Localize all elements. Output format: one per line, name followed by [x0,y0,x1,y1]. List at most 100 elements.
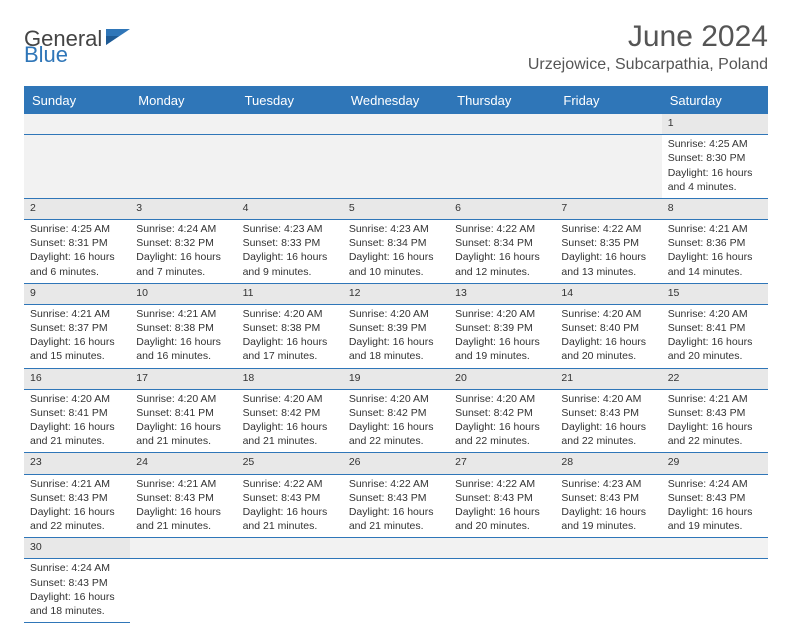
sunset-line: Sunset: 8:42 PM [349,407,427,419]
day-number-cell: 6 [449,198,555,219]
sunrise-line: Sunrise: 4:23 AM [561,478,641,490]
empty-cell [662,559,768,623]
sunset-line: Sunset: 8:43 PM [349,492,427,504]
sunset-line: Sunset: 8:39 PM [455,322,533,334]
weekday-header: Saturday [662,87,768,114]
daylight-line: Daylight: 16 hours and 18 minutes. [30,591,115,617]
sunset-line: Sunset: 8:43 PM [668,407,746,419]
day-number-cell [555,114,661,135]
day-number-cell [343,538,449,559]
day-cell: Sunrise: 4:23 AMSunset: 8:33 PMDaylight:… [237,220,343,284]
daylight-line: Daylight: 16 hours and 22 minutes. [349,421,434,447]
day-cell: Sunrise: 4:20 AMSunset: 8:41 PMDaylight:… [24,389,130,453]
weekday-header: Sunday [24,87,130,114]
sunrise-line: Sunrise: 4:22 AM [455,223,535,235]
sunset-line: Sunset: 8:34 PM [349,237,427,249]
sunrise-line: Sunrise: 4:20 AM [243,308,323,320]
weekday-header: Tuesday [237,87,343,114]
day-number-row: 2345678 [24,198,768,219]
sunrise-line: Sunrise: 4:20 AM [30,393,110,405]
day-number-cell: 29 [662,453,768,474]
daylight-line: Daylight: 16 hours and 13 minutes. [561,251,646,277]
daylight-line: Daylight: 16 hours and 22 minutes. [455,421,540,447]
day-cell: Sunrise: 4:20 AMSunset: 8:38 PMDaylight:… [237,304,343,368]
weekday-header: Friday [555,87,661,114]
sunrise-line: Sunrise: 4:20 AM [349,393,429,405]
day-cell: Sunrise: 4:21 AMSunset: 8:43 PMDaylight:… [662,389,768,453]
weekday-header-row: Sunday Monday Tuesday Wednesday Thursday… [24,87,768,114]
day-content-row: Sunrise: 4:21 AM Sunset: 8:43 PM Daylight:… [24,474,768,538]
daylight-line: Daylight: 16 hours and 21 minutes. [243,421,328,447]
day-number-cell [237,538,343,559]
day-number-row: 23242526272829 [24,453,768,474]
day-cell: Sunrise: 4:23 AMSunset: 8:43 PMDaylight:… [555,474,661,538]
weekday-header: Wednesday [343,87,449,114]
day-cell: Sunrise: 4:20 AMSunset: 8:39 PMDaylight:… [449,304,555,368]
sunrise-line: Sunrise: 4:20 AM [243,393,323,405]
day-number-cell: 26 [343,453,449,474]
sunset-line: Sunset: 8:37 PM [30,322,108,334]
day-number-cell [662,538,768,559]
daylight-line: Daylight: 16 hours and 20 minutes. [455,506,540,532]
sunrise-line: Sunrise: 4:22 AM [243,478,323,490]
daylight-line: Daylight: 16 hours and 15 minutes. [30,336,115,362]
sunset-line: Sunset: 8:42 PM [243,407,321,419]
day-number-cell: 30 [24,538,130,559]
day-cell: Sunrise: 4:22 AMSunset: 8:43 PMDaylight:… [343,474,449,538]
day-number-cell: 22 [662,368,768,389]
day-number-cell [237,114,343,135]
sunset-line: Sunset: 8:30 PM [668,152,746,164]
daylight-line: Daylight: 16 hours and 21 minutes. [136,506,221,532]
sunset-line: Sunset: 8:43 PM [243,492,321,504]
daylight-line: Daylight: 16 hours and 16 minutes. [136,336,221,362]
calendar-page: General June 2024 Urzejowice, Subcarpath… [0,0,792,643]
day-number-cell: 5 [343,198,449,219]
empty-cell [449,559,555,623]
daylight-line: Daylight: 16 hours and 22 minutes. [561,421,646,447]
day-number-cell: 10 [130,283,236,304]
empty-cell [237,135,343,199]
sunset-line: Sunset: 8:43 PM [561,407,639,419]
day-number-cell: 9 [24,283,130,304]
daylight-line: Daylight: 16 hours and 20 minutes. [561,336,646,362]
sunrise-line: Sunrise: 4:21 AM [668,223,748,235]
daylight-line: Daylight: 16 hours and 20 minutes. [668,336,753,362]
sunrise-line: Sunrise: 4:24 AM [136,223,216,235]
daylight-line: Daylight: 16 hours and 22 minutes. [30,506,115,532]
day-number-cell: 1 [662,114,768,135]
sunset-line: Sunset: 8:43 PM [136,492,214,504]
day-number-cell: 23 [24,453,130,474]
sunrise-line: Sunrise: 4:21 AM [136,478,216,490]
sunrise-line: Sunrise: 4:24 AM [668,478,748,490]
day-cell: Sunrise: 4:25 AMSunset: 8:30 PMDaylight:… [662,135,768,199]
day-cell: Sunrise: 4:20 AMSunset: 8:40 PMDaylight:… [555,304,661,368]
daylight-line: Daylight: 16 hours and 6 minutes. [30,251,115,277]
daylight-line: Daylight: 16 hours and 21 minutes. [136,421,221,447]
daylight-line: Daylight: 16 hours and 4 minutes. [668,167,753,193]
day-number-row: 30 [24,538,768,559]
empty-cell [343,559,449,623]
empty-cell [237,559,343,623]
sunrise-line: Sunrise: 4:21 AM [668,393,748,405]
day-number-cell [24,114,130,135]
day-cell: Sunrise: 4:20 AMSunset: 8:39 PMDaylight:… [343,304,449,368]
sunrise-line: Sunrise: 4:21 AM [136,308,216,320]
day-number-cell [449,538,555,559]
daylight-line: Daylight: 16 hours and 21 minutes. [30,421,115,447]
day-number-cell: 27 [449,453,555,474]
sunrise-line: Sunrise: 4:21 AM [30,308,110,320]
day-number-cell: 3 [130,198,236,219]
location: Urzejowice, Subcarpathia, Poland [528,56,768,78]
day-number-cell [343,114,449,135]
day-number-cell: 28 [555,453,661,474]
day-cell: Sunrise: 4:20 AMSunset: 8:41 PMDaylight:… [130,389,236,453]
day-cell: Sunrise: 4:20 AMSunset: 8:42 PMDaylight:… [449,389,555,453]
sunrise-line: Sunrise: 4:20 AM [349,308,429,320]
day-number-cell: 14 [555,283,661,304]
day-content-row: Sunrise: 4:20 AMSunset: 8:41 PMDaylight:… [24,389,768,453]
sunrise-line: Sunrise: 4:20 AM [561,308,641,320]
day-cell: Sunrise: 4:20 AM Sunset: 8:42 PM Daylight:… [237,389,343,453]
daylight-line: Daylight: 16 hours and 12 minutes. [455,251,540,277]
day-cell: Sunrise: 4:24 AMSunset: 8:32 PMDaylight:… [130,220,236,284]
day-content-row: Sunrise: 4:25 AMSunset: 8:31 PMDaylight:… [24,220,768,284]
